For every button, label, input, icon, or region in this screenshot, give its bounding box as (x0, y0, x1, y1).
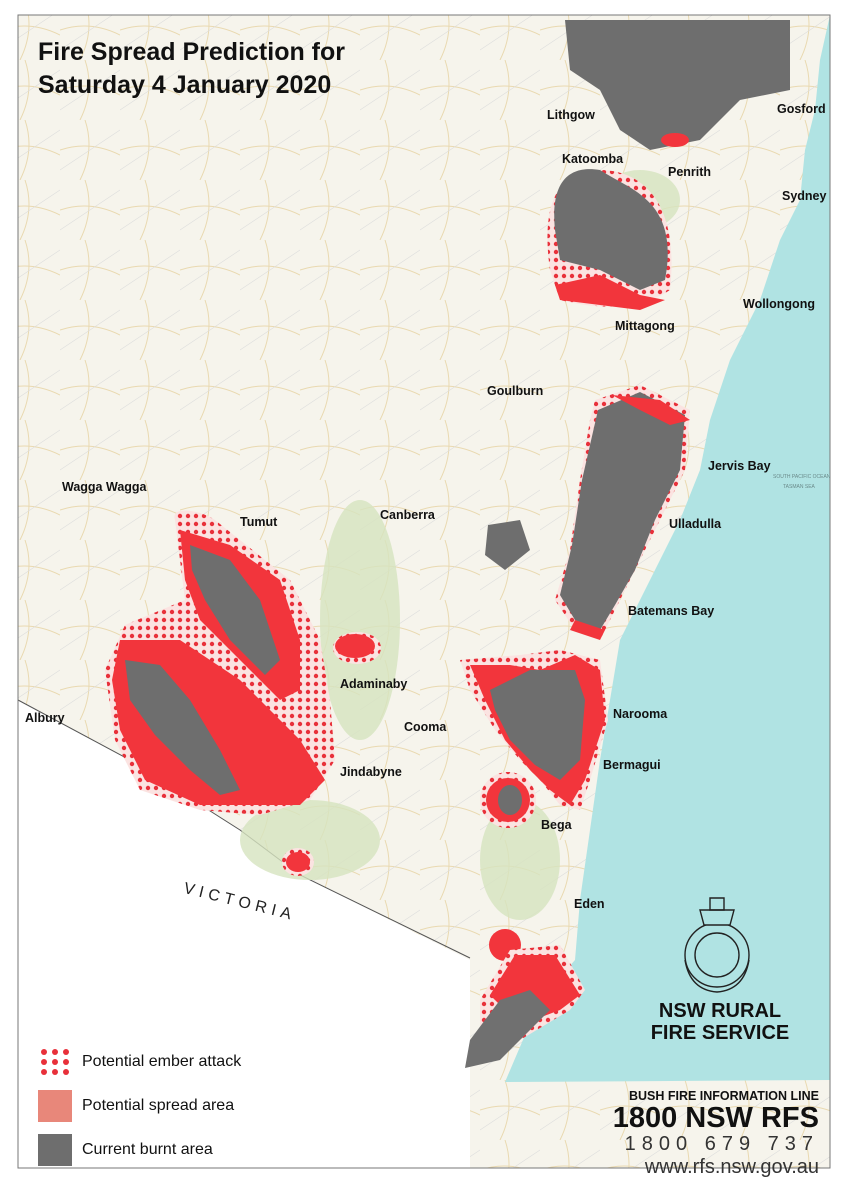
town-label: Tumut (240, 515, 278, 529)
legend: Potential ember attack Potential spread … (38, 1040, 241, 1172)
salmon-square-icon (38, 1090, 72, 1122)
map-title: Fire Spread Prediction for Saturday 4 Ja… (38, 36, 345, 102)
legend-label: Current burnt area (82, 1141, 213, 1158)
town-label: Goulburn (487, 384, 544, 398)
town-label: Canberra (380, 508, 435, 522)
ocean (505, 15, 830, 1082)
town-label: Sydney (782, 189, 827, 203)
town-label: Mittagong (615, 319, 675, 333)
town-label: Bermagui (603, 758, 661, 772)
town-label: Bega (541, 818, 572, 832)
info-line-block: BUSH FIRE INFORMATION LINE 1800 NSW RFS … (613, 1089, 819, 1179)
legend-label: Potential ember attack (82, 1053, 242, 1070)
town-label: Eden (574, 897, 605, 911)
logo-line-2: FIRE SERVICE (650, 1022, 790, 1044)
logo-line-1: NSW RURAL (658, 1000, 782, 1022)
legend-item-ember: Potential ember attack (38, 1040, 241, 1084)
town-label: Wagga Wagga (62, 480, 147, 494)
town-label: Penrith (668, 165, 712, 179)
victoria-area (18, 700, 470, 1168)
town-label: Lithgow (547, 108, 595, 122)
grey-square-icon (38, 1134, 72, 1166)
rfs-crest-logo (684, 897, 750, 993)
ember-dots-icon (41, 1049, 69, 1075)
legend-label: Potential spread area (82, 1097, 235, 1114)
legend-item-burnt: Current burnt area (38, 1128, 241, 1172)
town-label: Jervis Bay (708, 459, 771, 473)
town-label: Katoomba (562, 152, 624, 166)
info-phone-words: 1800 NSW RFS (612, 1102, 819, 1134)
info-phone-number: 1800 679 737 (624, 1133, 819, 1155)
town-label: Wollongong (743, 297, 815, 311)
info-website[interactable]: www.rfs.nsw.gov.au (644, 1156, 819, 1178)
title-line-1: Fire Spread Prediction for (38, 38, 346, 66)
town-label: Narooma (613, 707, 668, 721)
map-border (17, 14, 831, 1169)
rfs-wordmark: NSW RURAL FIRE SERVICE (650, 1000, 790, 1044)
ocean-label: TASMAN SEA (783, 484, 815, 490)
fire-areas (105, 20, 790, 1068)
town-label: Jindabyne (340, 765, 402, 779)
info-heading: BUSH FIRE INFORMATION LINE (628, 1089, 819, 1103)
town-label: Batemans Bay (628, 604, 715, 618)
town-label: Cooma (404, 720, 447, 734)
title-line-2: Saturday 4 January 2020 (38, 71, 332, 99)
town-label: Gosford (777, 102, 826, 116)
town-label: Albury (25, 711, 65, 725)
town-label: Adaminaby (340, 677, 408, 691)
ocean-label: SOUTH PACIFIC OCEAN (773, 474, 831, 480)
legend-item-spread: Potential spread area (38, 1084, 241, 1128)
town-label: Ulladulla (669, 517, 722, 531)
